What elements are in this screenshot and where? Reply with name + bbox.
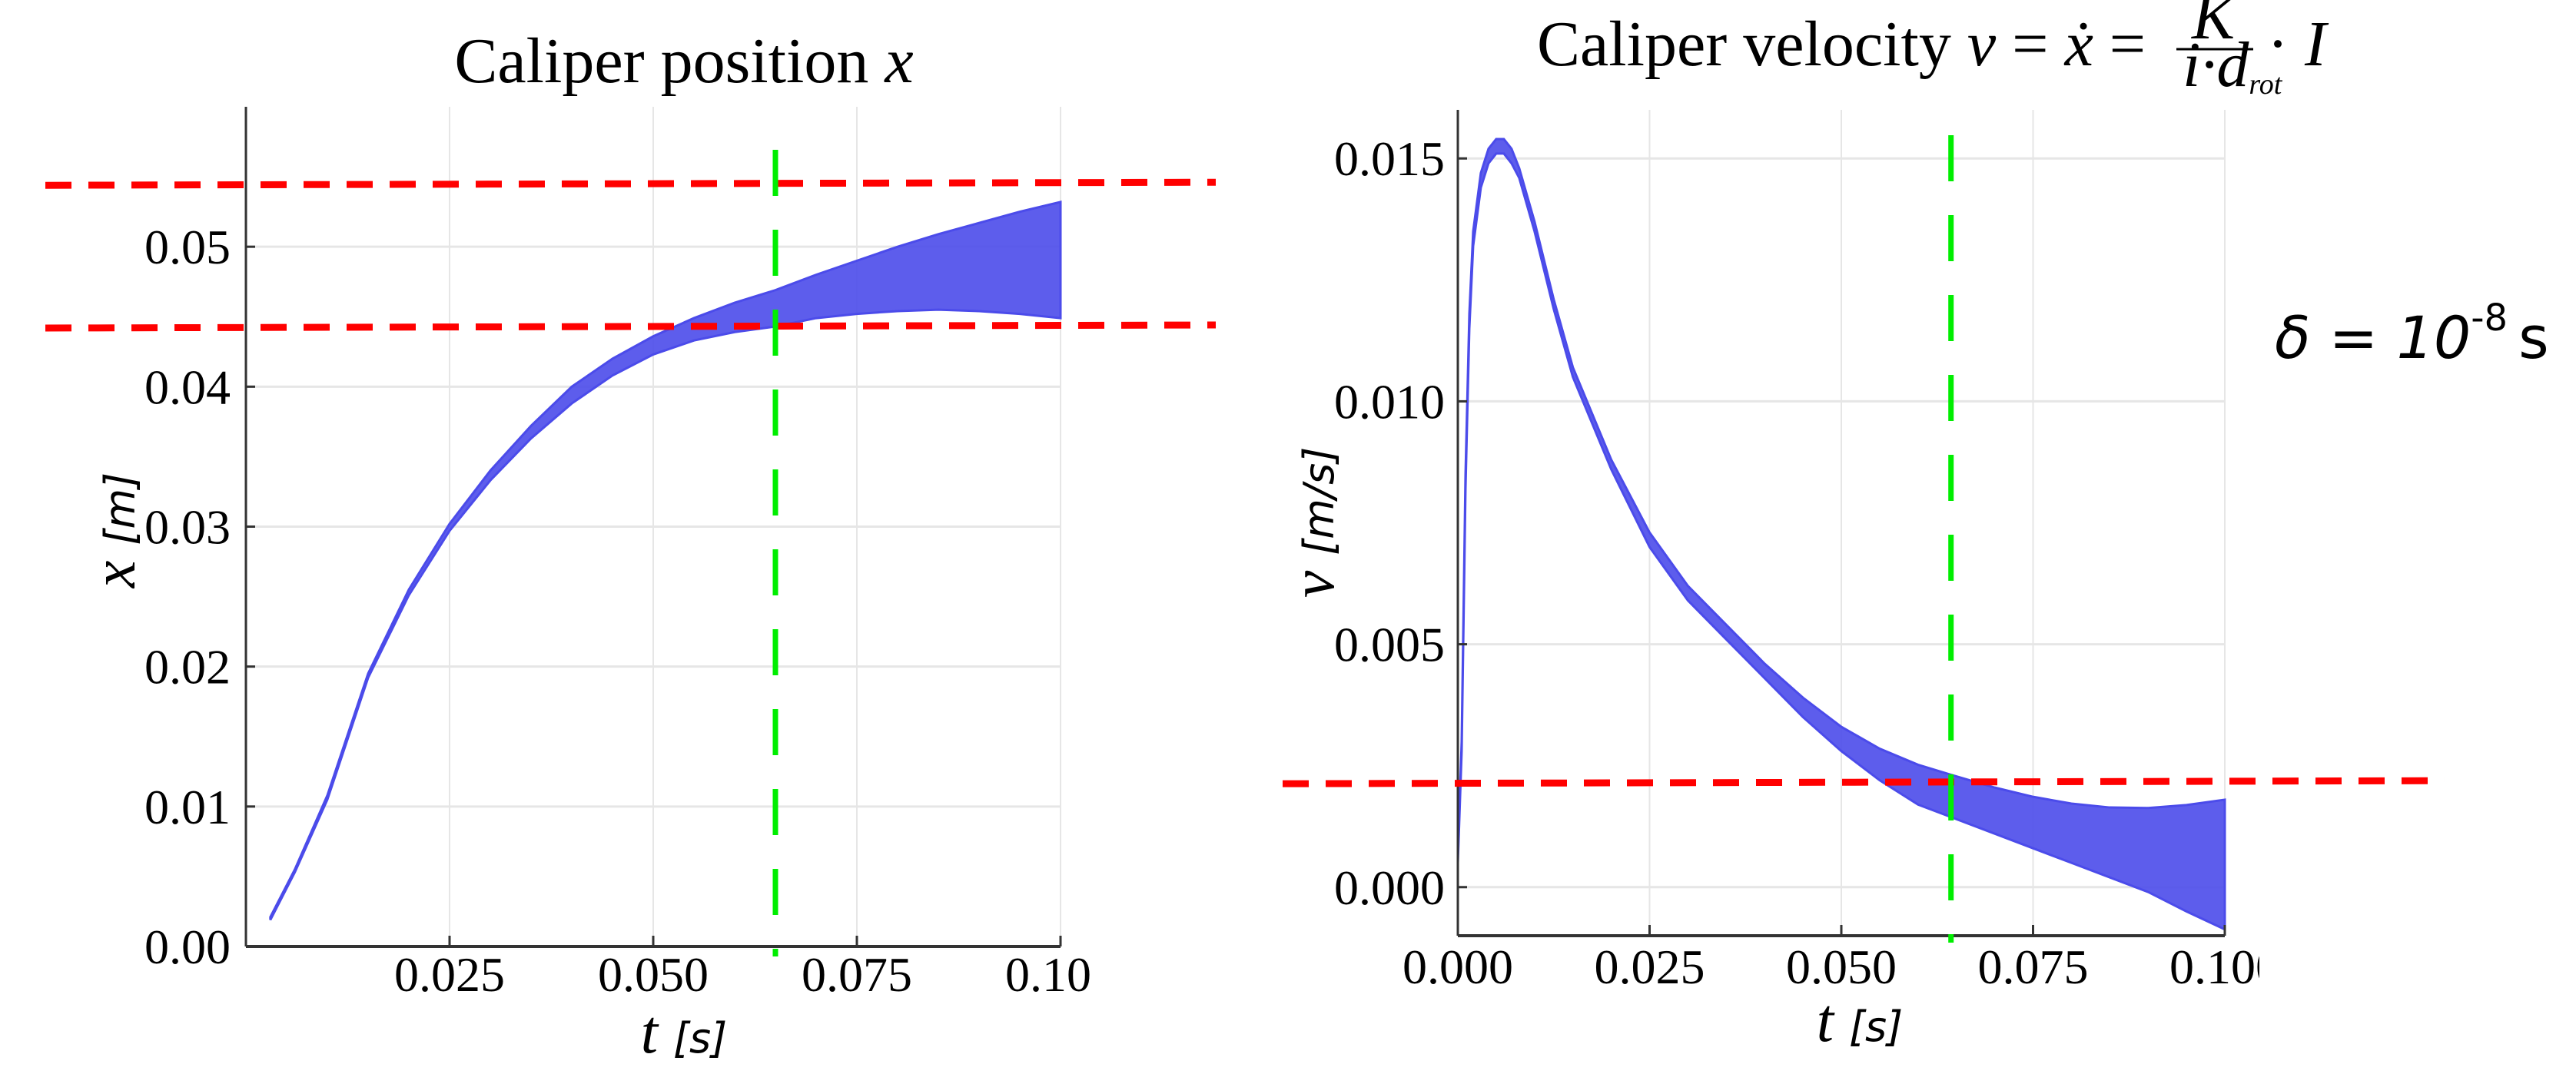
position-band bbox=[269, 200, 1062, 921]
velocity-title-denominator: i·drot bbox=[2183, 29, 2283, 101]
position-y-tick-label: 0.04 bbox=[144, 360, 231, 414]
velocity-threshold-hline bbox=[1282, 777, 2445, 787]
velocity-title-numerator: K bbox=[2191, 0, 2238, 53]
velocity-y-tick-label: 0.015 bbox=[1334, 131, 1445, 186]
velocity-chart-title: Caliper velocity v = ẋ = K i·drot · I bbox=[1537, 0, 2329, 101]
position-x-tick-label: 0.025 bbox=[394, 947, 505, 1002]
velocity-ticks: 0.000 0.025 0.050 0.075 0.100 0.000 0.005 0.010… bbox=[1334, 131, 2280, 994]
position-x-tick-label: 0.075 bbox=[802, 947, 912, 1002]
velocity-x-tick-label: 0.050 bbox=[1786, 940, 1897, 994]
velocity-x-axis-label: t [s] bbox=[1817, 987, 1904, 1055]
velocity-axes bbox=[1456, 110, 2226, 937]
velocity-x-tick-label: 0.000 bbox=[1403, 940, 1513, 994]
position-chart: Caliper position x 0.025 0.050 0.075 0.1000… bbox=[45, 25, 1217, 1066]
velocity-reference-lines bbox=[1282, 135, 2445, 943]
velocity-x-tick-label: 0.025 bbox=[1595, 940, 1705, 994]
position-x-axis-label: t [s] bbox=[641, 999, 728, 1066]
step-size-annotation: δ = 10-8 s bbox=[2275, 297, 2549, 372]
velocity-y-tick-label: 0.010 bbox=[1334, 374, 1445, 429]
position-reference-lines bbox=[45, 150, 1217, 956]
velocity-y-axis-label: v[m/s] bbox=[1280, 447, 1347, 598]
position-threshold-hline bbox=[45, 178, 1217, 189]
position-y-tick-label: 0.03 bbox=[144, 500, 231, 555]
position-y-axis-label: x[m] bbox=[81, 472, 148, 588]
position-oscillation-band bbox=[269, 200, 1062, 921]
position-axes bbox=[244, 107, 1062, 948]
position-x-tick-label: 0.050 bbox=[598, 947, 709, 1002]
position-grid bbox=[246, 107, 1061, 948]
velocity-title-tail: · I bbox=[2267, 8, 2329, 80]
position-y-tick-label: 0.01 bbox=[144, 780, 231, 834]
velocity-chart: Caliper velocity v = ẋ = K i·drot · I 0.… bbox=[1280, 0, 2445, 1055]
position-x-tick-label: 0.100 bbox=[1005, 947, 1116, 1002]
velocity-y-tick-label: 0.005 bbox=[1334, 618, 1445, 672]
velocity-y-tick-label: 0.000 bbox=[1334, 860, 1445, 915]
position-y-tick-label: 0.02 bbox=[144, 640, 231, 694]
position-chart-title: Caliper position x bbox=[454, 25, 913, 97]
position-y-tick-label: 0.00 bbox=[144, 920, 231, 974]
velocity-x-tick-label: 0.075 bbox=[1978, 940, 2089, 994]
velocity-x-tick-label: 0.100 bbox=[2169, 940, 2280, 994]
position-y-tick-label: 0.05 bbox=[144, 220, 231, 274]
position-threshold-hline bbox=[45, 321, 1217, 332]
velocity-title-text: Caliper velocity v = ẋ = bbox=[1537, 8, 2146, 80]
position-ticks: 0.025 0.050 0.075 0.100 0.00 0.01 0.02 0.03 0.04… bbox=[144, 220, 1116, 1002]
